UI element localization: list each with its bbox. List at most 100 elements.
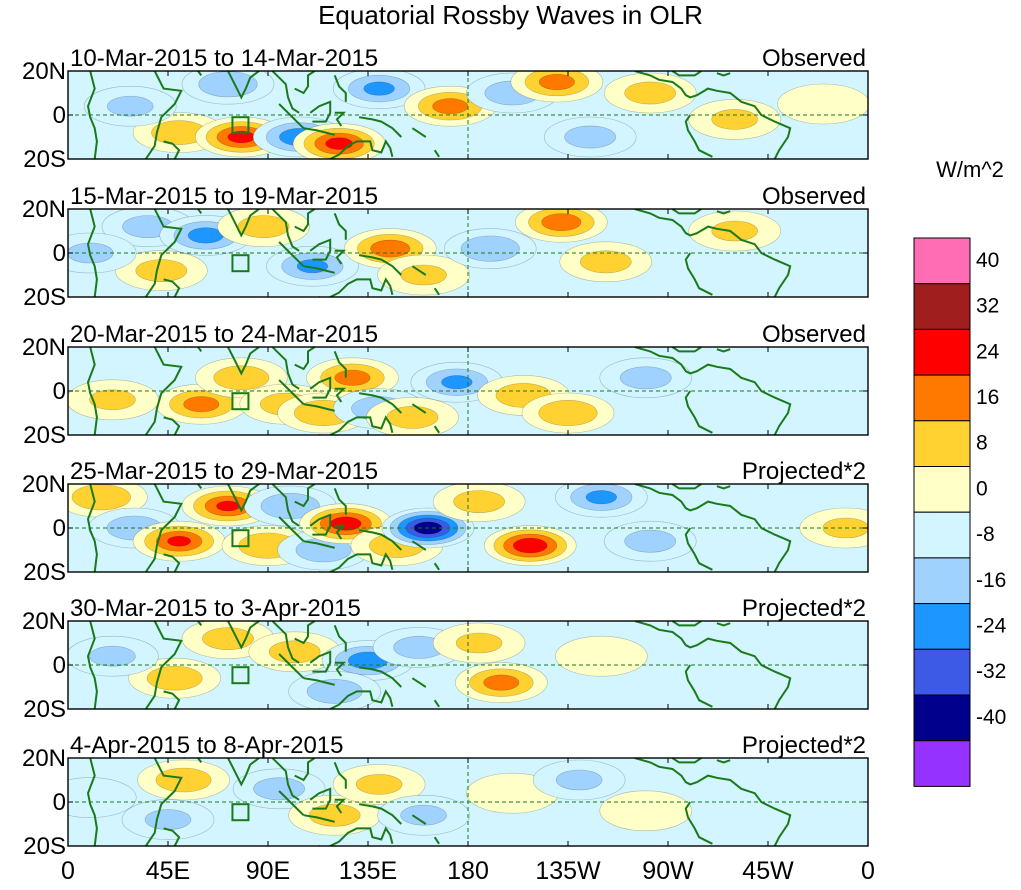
coastline [333, 351, 347, 378]
anomaly-blob [68, 635, 159, 677]
contour-level [460, 235, 520, 262]
contour-level [260, 492, 320, 520]
contour-level [483, 674, 520, 691]
coastline [319, 415, 394, 435]
coastline [358, 529, 403, 551]
coastline [144, 758, 183, 846]
coastline [183, 484, 203, 489]
panel-type-label: Observed [762, 45, 866, 72]
coastline [225, 758, 260, 787]
coastline [163, 416, 181, 435]
coastline [225, 484, 260, 513]
panel-field [68, 621, 868, 709]
contour-level [432, 98, 469, 115]
contour-level [308, 803, 361, 827]
coastline [303, 265, 335, 274]
region-box [231, 392, 250, 411]
coastline [333, 625, 347, 652]
coastline [684, 527, 713, 571]
contour-level [306, 679, 363, 704]
anomaly-blob [599, 790, 693, 832]
panel-field [68, 484, 868, 572]
colorbar-swatch [913, 283, 971, 330]
coastline [433, 836, 440, 845]
coastline [271, 758, 300, 801]
anomaly-blob [555, 635, 648, 677]
coastline [86, 209, 98, 297]
anomaly-blob [83, 85, 177, 127]
coastline [684, 114, 713, 158]
y-tick-label: 20S [23, 284, 66, 311]
coastline [278, 379, 305, 405]
contour-level [355, 774, 403, 795]
coastline [309, 650, 332, 673]
anomaly-blob [603, 520, 697, 562]
coastline [319, 552, 394, 572]
coastline [163, 278, 181, 297]
y-tick-label: 0 [53, 515, 66, 542]
panel-type-label: Projected*2 [742, 732, 866, 759]
colorbar-label: 8 [976, 432, 988, 455]
contour-level [363, 81, 395, 96]
coastline [144, 71, 183, 159]
y-tick-label: 20S [23, 559, 66, 586]
anomaly-blob [688, 210, 781, 252]
coastline [294, 621, 316, 645]
contour-level [619, 366, 672, 390]
coastline [684, 390, 713, 434]
coastline [271, 347, 300, 390]
colorbar-units: W/m^2 [936, 157, 1004, 182]
x-tick-label: 0 [861, 857, 875, 885]
contour-level [777, 83, 868, 125]
coastline [358, 803, 403, 825]
colorbar-swatch [913, 374, 971, 422]
coastline [333, 213, 347, 240]
coastline [716, 210, 731, 215]
coastline [278, 103, 305, 129]
anomaly-blob [521, 392, 615, 434]
coastline [671, 71, 702, 77]
coastline [634, 347, 792, 435]
coastline [86, 484, 98, 572]
coastline [334, 387, 347, 403]
region-box [231, 529, 250, 548]
coastline [411, 265, 427, 276]
coastline [303, 677, 335, 686]
coastline [183, 209, 203, 214]
coastline [86, 347, 98, 435]
coastline [333, 75, 347, 102]
contour-level [512, 537, 548, 554]
panel-date-range: 20-Mar-2015 to 24-Mar-2015 [70, 321, 378, 348]
colorbar-swatch [913, 466, 971, 513]
coastline [319, 689, 394, 709]
x-tick-label: 90E [246, 857, 290, 885]
coastline [433, 149, 440, 158]
y-tick-label: 0 [53, 240, 66, 267]
coastline [86, 758, 98, 846]
coastline [716, 72, 731, 77]
coastline [294, 347, 316, 371]
anomaly-blob [777, 83, 868, 125]
anomaly-blob [115, 250, 208, 291]
contour-level [144, 809, 192, 830]
coastline [278, 653, 305, 679]
colorbar-swatch [913, 557, 971, 605]
y-tick-label: 20N [22, 745, 66, 772]
coastline [309, 238, 332, 261]
panel-1: 10-Mar-2015 to 14-Mar-2015 Observed 20N 0 20… [22, 45, 869, 173]
coastline [716, 485, 731, 490]
coastline [278, 790, 305, 816]
y-tick-label: 0 [53, 652, 66, 679]
contour-level [455, 632, 503, 654]
anomaly-blob [248, 631, 341, 673]
colorbar-swatch [913, 740, 971, 787]
coastline [334, 524, 347, 540]
anomaly-blob [292, 123, 386, 159]
anomaly-blob [181, 71, 275, 105]
coastline [309, 787, 332, 810]
anomaly-blob [555, 484, 648, 518]
coastline [86, 621, 98, 709]
contour-level [386, 405, 439, 429]
contour-level [624, 81, 677, 105]
panel-date-range: 25-Mar-2015 to 29-Mar-2015 [70, 458, 378, 485]
